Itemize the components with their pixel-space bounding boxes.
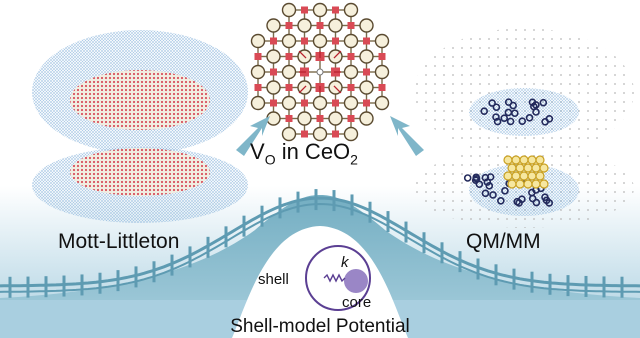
shell-label: shell — [258, 271, 289, 288]
up-left-arrow-icon — [390, 116, 424, 156]
title-mid: in CeO — [275, 139, 351, 164]
qm-mm-label: QM/MM — [466, 230, 541, 253]
core-label: core — [342, 294, 372, 311]
mott-littleton-label: Mott-Littleton — [58, 230, 180, 253]
shell-model-label: Shell-model Potential — [230, 316, 410, 337]
title-vacancy: V — [250, 139, 265, 164]
spring-constant-label: k — [341, 254, 349, 271]
mott-littleton-illustration — [32, 30, 248, 223]
qm-mm-illustration — [414, 28, 634, 228]
core-shell-spring-icon — [305, 245, 371, 311]
fence-wave — [0, 189, 640, 298]
figure-title: VO in CeO2 — [250, 139, 358, 167]
title-vacancy-sub: O — [264, 151, 276, 168]
up-right-arrow-icon — [236, 116, 270, 156]
ceo2-lattice-with-vacancy — [250, 2, 390, 142]
core-shell-bell — [232, 226, 408, 338]
title-sub2: 2 — [350, 151, 358, 168]
